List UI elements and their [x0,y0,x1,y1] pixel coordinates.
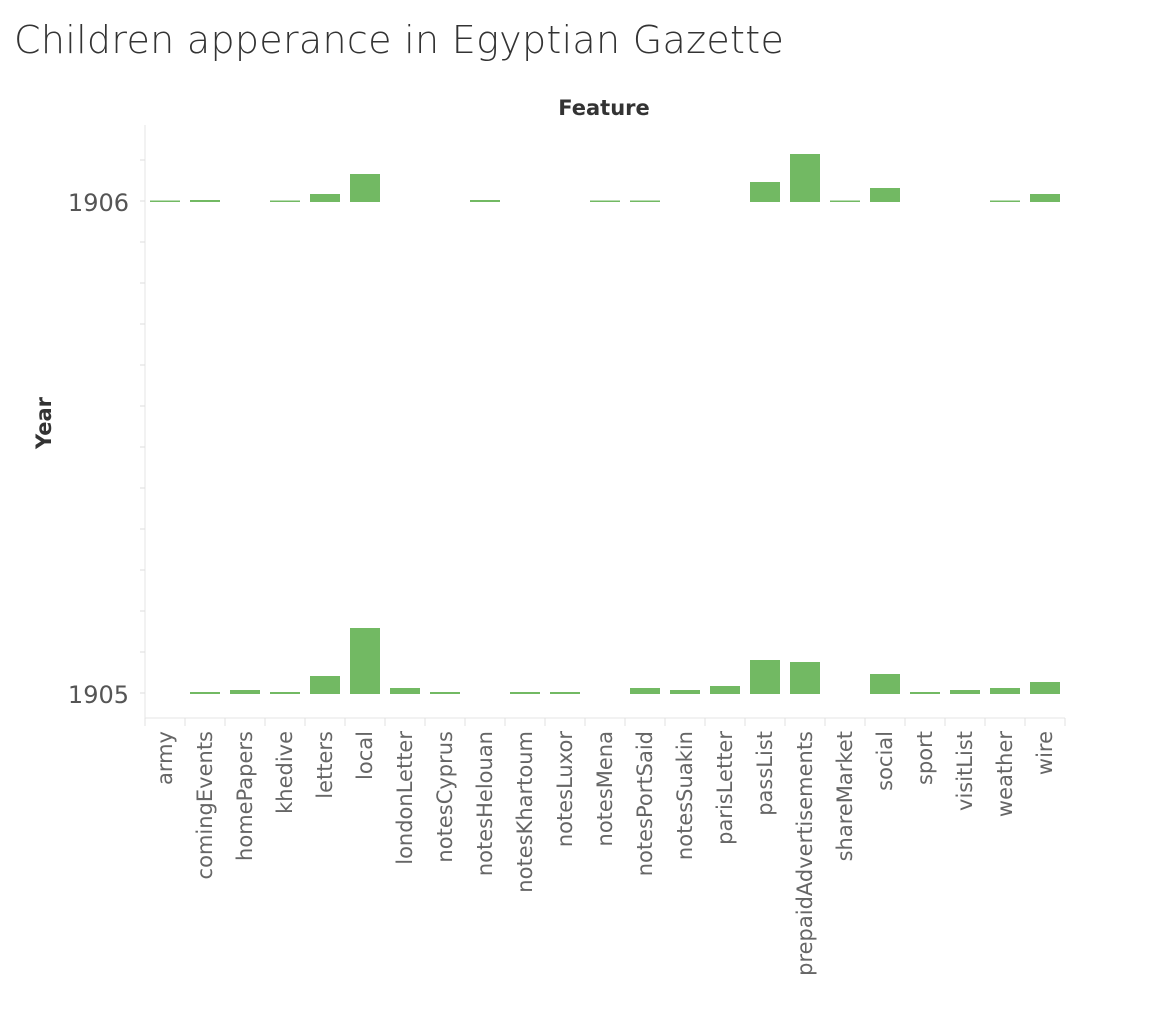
bar[interactable] [750,182,780,202]
x-tick-label: sport [913,731,937,785]
bar[interactable] [870,674,900,694]
x-tick-label: prepaidAdvertisements [793,731,817,976]
bar[interactable] [430,692,460,694]
bar[interactable] [630,688,660,694]
x-tick-label: army [153,731,177,785]
bar[interactable] [830,200,860,203]
bar[interactable] [1030,682,1060,694]
x-tick-label: khedive [273,731,297,814]
bar[interactable] [150,200,180,203]
x-ticks: army comingEvents homePapers khedive letters… [153,731,1057,976]
bar[interactable] [590,200,620,203]
bar[interactable] [630,200,660,203]
bar[interactable] [310,194,340,202]
x-tick-label: parisLetter [713,731,737,845]
y-tick-label: 1906 [68,189,129,217]
x-tick-label: notesMena [593,731,617,846]
bar[interactable] [870,188,900,202]
chart-title: Children apperance in Egyptian Gazette [14,18,785,62]
column-header-title: Feature [558,96,650,120]
x-tick-label: notesHelouan [473,731,497,876]
x-tick-label: weather [993,731,1017,817]
bar[interactable] [1030,194,1060,202]
bar[interactable] [270,692,300,694]
x-tick-label: notesSuakin [673,731,697,860]
x-tick-label: notesCyprus [433,731,457,863]
x-tick-label: shareMarket [833,731,857,861]
x-tick-label: visitList [953,731,977,811]
x-tick-label: comingEvents [193,731,217,879]
bar[interactable] [510,692,540,694]
bar[interactable] [950,690,980,694]
bar[interactable] [750,660,780,694]
x-tick-label: local [353,731,377,780]
x-tick-label: homePapers [233,731,257,861]
bar[interactable] [230,690,260,694]
bar[interactable] [350,628,380,694]
x-tick-label: notesKhartoum [513,731,537,893]
bar[interactable] [910,692,940,694]
x-tick-label: londonLetter [393,731,417,865]
bar[interactable] [550,692,580,694]
bar[interactable] [790,662,820,694]
bar[interactable] [310,676,340,694]
y-tick-label: 1905 [68,681,129,709]
y-ticks: 1906 1905 [68,189,129,709]
bar[interactable] [390,688,420,694]
bar[interactable] [710,686,740,694]
bar[interactable] [470,200,500,202]
x-tick-label: social [873,731,897,791]
x-tick-label: notesLuxor [553,731,577,848]
bar[interactable] [270,200,300,203]
x-tick-label: passList [753,731,777,816]
bar[interactable] [990,688,1020,694]
bar[interactable] [670,690,700,694]
x-tick-label: notesPortSaid [633,731,657,876]
bar[interactable] [190,200,220,202]
bars [150,154,1060,694]
row-header-title: Year [32,396,56,450]
bar[interactable] [990,200,1020,203]
x-tick-label: wire [1033,731,1057,775]
bar[interactable] [190,692,220,694]
x-tick-label: letters [313,731,337,799]
bar[interactable] [790,154,820,202]
bar[interactable] [350,174,380,202]
axes [140,125,1066,726]
